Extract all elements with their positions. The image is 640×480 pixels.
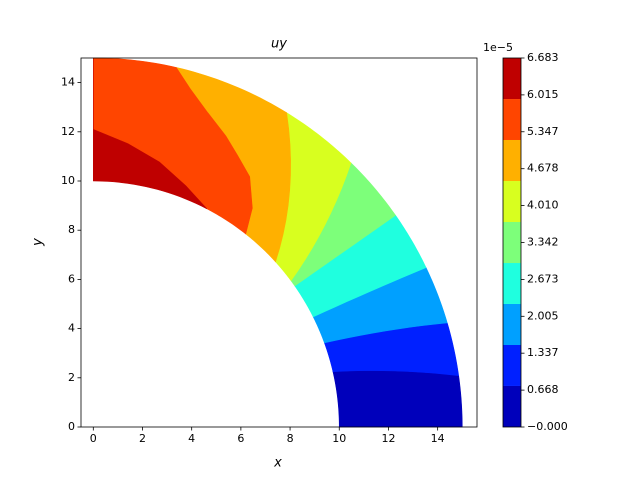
y-tick-label: 6 [68,272,75,285]
colorbar-tick-label: −0.000 [527,420,568,433]
colorbar-tick-label: 0.668 [527,383,559,396]
colorbar-multiplier: 1e−5 [483,41,513,54]
y-tick-label: 12 [61,125,75,138]
chart-title: uy [271,37,287,52]
colorbar-segment [503,345,521,386]
x-tick-label: 10 [332,432,346,445]
colorbar-segment [503,385,521,427]
colorbar-tick-label: 2.005 [527,309,559,322]
colorbar-tick-label: 2.673 [527,272,559,285]
colorbar-segment [503,221,521,264]
colorbar-segment [503,181,521,222]
x-tick-label: 6 [237,432,244,445]
contour-band [332,370,463,428]
y-tick-label: 14 [61,76,75,89]
colorbar-tick-label: 6.015 [527,88,559,101]
x-tick-label: 8 [287,432,294,445]
x-tick-label: 14 [431,432,445,445]
x-axis-label: x [273,456,282,471]
y-tick-label: 8 [68,223,75,236]
colorbar-segment [503,303,521,346]
y-tick-label: 10 [61,174,75,187]
y-axis-label: y [31,238,46,247]
colorbar-segment [503,263,521,304]
contour-band [175,66,291,263]
plot-frame [80,57,478,428]
colorbar-tick-label: 4.678 [527,162,559,175]
y-tick-label: 4 [68,322,75,335]
colorbar-segment [503,139,521,182]
x-tick-label: 12 [381,432,395,445]
x-tick-label: 2 [139,432,146,445]
colorbar-tick-label: 1.337 [527,346,559,359]
y-tick-label: 0 [68,420,75,433]
colorbar-tick-label: 3.342 [527,235,559,248]
y-tick-label: 2 [68,371,75,384]
colorbar-tick-label: 4.010 [527,199,559,212]
colorbar-segment [503,99,521,140]
contour-band [92,58,208,210]
colorbar-tick-label: 6.683 [527,51,559,64]
colorbar-segment [503,58,521,100]
x-tick-label: 4 [188,432,195,445]
colorbar-tick-label: 5.347 [527,125,559,138]
x-tick-label: 0 [90,432,97,445]
